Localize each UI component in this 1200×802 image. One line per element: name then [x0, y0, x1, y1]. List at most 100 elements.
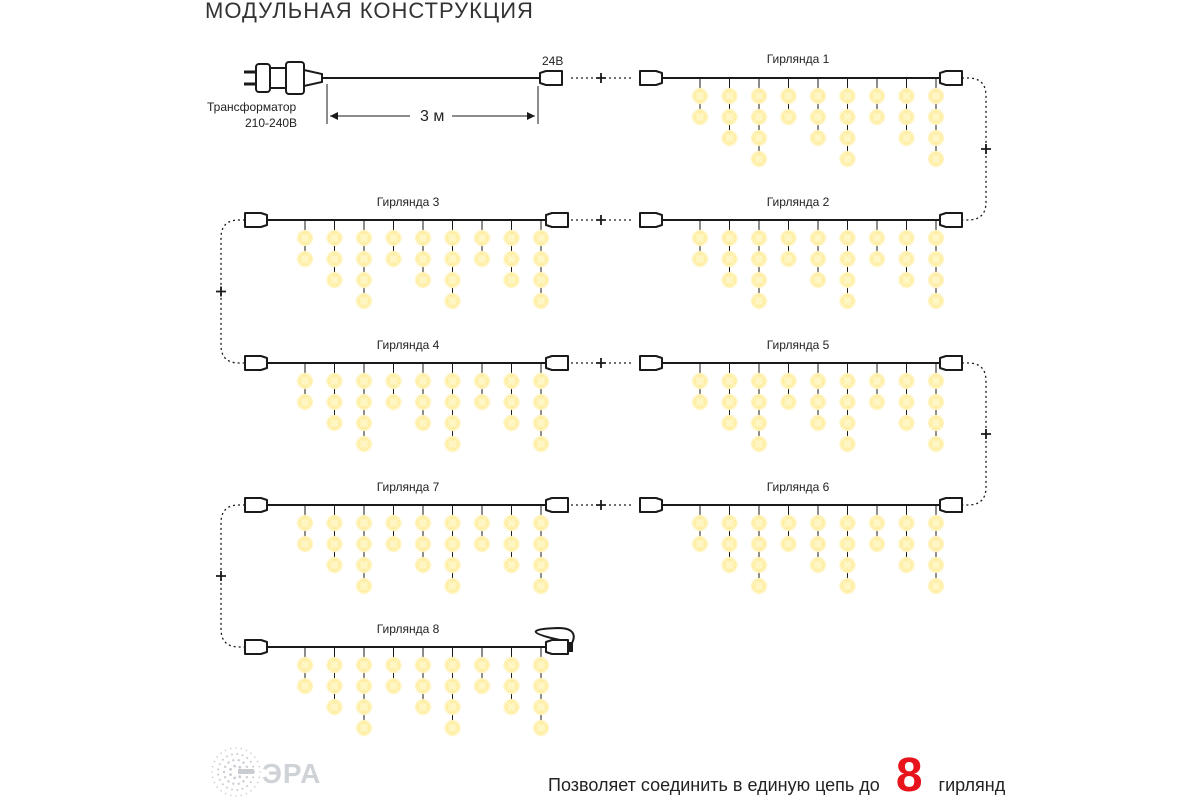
logo-dot: [252, 765, 255, 768]
led-ray: [724, 559, 735, 571]
led-ray: [901, 375, 912, 387]
logo-dot: [218, 763, 221, 766]
logo-dot: [250, 752, 252, 755]
led-ray: [388, 680, 399, 692]
led-ray: [930, 274, 942, 286]
led-ray: [358, 680, 370, 692]
led-ray: [724, 111, 735, 123]
led-ray: [329, 232, 340, 244]
cable-length-label: 3 м: [420, 108, 445, 125]
logo-dot: [241, 787, 244, 790]
led-ray: [694, 253, 706, 265]
led-ray: [447, 375, 458, 387]
led-ray: [299, 253, 311, 265]
led-ray: [753, 559, 765, 571]
led-ray: [329, 659, 340, 671]
logo-dot: [236, 788, 239, 791]
led-ray: [535, 659, 547, 671]
garland-3-input-plug: [244, 212, 268, 228]
led-ray: [783, 111, 794, 123]
garland-8-label: Гирлянда 8: [376, 622, 440, 636]
transformer-plug: [244, 61, 540, 95]
logo-dot: [220, 752, 222, 755]
logo-dot: [232, 759, 235, 762]
led-ray: [871, 375, 883, 387]
led-ray: [694, 538, 706, 550]
led-ray: [358, 538, 370, 550]
led-ray: [783, 375, 794, 387]
led-ray: [901, 396, 912, 408]
led-ray: [299, 375, 311, 387]
garland-8-input-plug: [244, 639, 268, 655]
led-ray: [299, 517, 311, 529]
garland-6-output-plug: [939, 497, 963, 513]
logo-dot: [242, 761, 245, 764]
led-ray: [724, 132, 735, 144]
led-ray: [388, 396, 399, 408]
led-ray: [930, 295, 942, 307]
led-ray: [535, 295, 547, 307]
led-ray: [842, 438, 853, 450]
logo-dot: [217, 768, 220, 771]
led-ray: [930, 232, 942, 244]
logo-dot: [223, 765, 227, 768]
led-ray: [358, 295, 370, 307]
logo-dot: [253, 756, 256, 758]
led-ray: [358, 580, 370, 592]
led-ray: [694, 232, 706, 244]
led-ray: [753, 396, 765, 408]
garland-5-output-plug: [939, 355, 963, 371]
logo-dot: [216, 786, 219, 788]
led-ray: [694, 396, 706, 408]
led-ray: [447, 274, 458, 286]
led-ray: [724, 396, 735, 408]
led-ray: [901, 274, 912, 286]
led-ray: [812, 538, 824, 550]
led-ray: [417, 274, 429, 286]
led-ray: [901, 232, 912, 244]
logo-dot: [249, 760, 252, 763]
led-ray: [388, 253, 399, 265]
led-ray: [842, 274, 853, 286]
led-ray: [930, 580, 942, 592]
led-ray: [476, 253, 488, 265]
logo-bar: [238, 769, 254, 774]
logo-dot: [235, 795, 237, 797]
led-ray: [901, 538, 912, 550]
led-ray: [812, 274, 824, 286]
led-ray: [842, 375, 853, 387]
logo-dot: [246, 785, 249, 788]
led-ray: [358, 396, 370, 408]
led-ray: [329, 417, 340, 429]
logo-dot: [230, 788, 233, 791]
led-ray: [506, 396, 517, 408]
led-ray: [724, 517, 735, 529]
led-ray: [329, 517, 340, 529]
garland-3-output-plug: [545, 212, 569, 228]
led-ray: [388, 232, 399, 244]
led-ray: [476, 232, 488, 244]
garland-4-output-plug: [545, 355, 569, 371]
led-ray: [842, 295, 853, 307]
led-ray: [901, 517, 912, 529]
led-ray: [417, 232, 429, 244]
led-ray: [871, 111, 883, 123]
led-ray: [930, 396, 942, 408]
led-ray: [694, 111, 706, 123]
logo-dot: [246, 756, 249, 759]
led-ray: [476, 396, 488, 408]
led-ray: [535, 538, 547, 550]
logo-dot: [237, 782, 240, 785]
led-ray: [812, 232, 824, 244]
logo-dot: [221, 783, 224, 786]
led-ray: [753, 538, 765, 550]
led-ray: [506, 375, 517, 387]
plus-sign: [596, 73, 606, 83]
logo-dot: [235, 747, 237, 749]
logo-dot: [229, 794, 232, 797]
led-ray: [358, 559, 370, 571]
led-ray: [842, 132, 853, 144]
led-ray: [388, 538, 399, 550]
led-ray: [812, 253, 824, 265]
led-ray: [329, 253, 340, 265]
